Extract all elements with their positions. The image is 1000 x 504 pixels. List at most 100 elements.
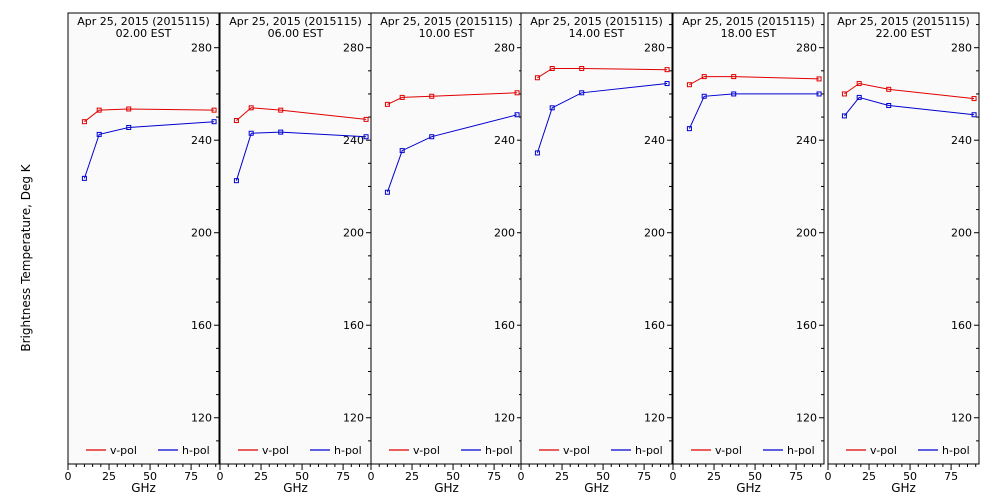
data-point-v-pol xyxy=(248,105,254,111)
legend-label-v-pol: v-pol xyxy=(870,444,897,457)
chart-panel-4: Apr 25, 2015 (2015115)14.00 EST 120 160 200… xyxy=(518,12,673,495)
y-tick-label: 120 xyxy=(494,412,515,425)
chart-panel-3: Apr 25, 2015 (2015115)10.00 EST 120 160 200… xyxy=(368,12,523,495)
x-tick-label: 50 xyxy=(446,470,460,483)
legend-label-v-pol: v-pol xyxy=(262,444,289,457)
legend-label-v-pol: v-pol xyxy=(563,444,590,457)
y-tick-label: 280 xyxy=(343,42,364,55)
legend-label-v-pol: v-pol xyxy=(110,444,137,457)
x-tick-label: 50 xyxy=(903,470,917,483)
y-tick-label: 160 xyxy=(796,319,817,332)
data-point-h-pol xyxy=(278,129,284,135)
data-point-h-pol xyxy=(534,150,540,156)
panel-subtitle: 18.00 EST xyxy=(721,27,777,40)
panel-title: Apr 25, 2015 (2015115) xyxy=(380,15,513,28)
series-line-v-pol xyxy=(689,76,820,86)
legend-label-h-pol: h-pol xyxy=(787,444,815,457)
data-point-h-pol xyxy=(686,126,692,132)
data-point-v-pol xyxy=(429,93,435,99)
x-tick-label: 50 xyxy=(748,470,762,483)
data-point-h-pol xyxy=(363,134,369,140)
data-point-h-pol xyxy=(429,134,435,140)
data-point-v-pol xyxy=(579,66,585,72)
data-point-h-pol xyxy=(549,105,555,111)
y-tick-label: 280 xyxy=(191,42,212,55)
y-tick-label: 280 xyxy=(644,42,665,55)
data-point-v-pol xyxy=(731,74,737,80)
chart-panel-5: Apr 25, 2015 (2015115)18.00 EST 120 160 200… xyxy=(670,12,825,495)
panel-title: Apr 25, 2015 (2015115) xyxy=(530,15,663,28)
x-tick-label: 0 xyxy=(670,470,677,483)
series-line-v-pol xyxy=(537,68,668,79)
x-tick-label: 50 xyxy=(295,470,309,483)
data-point-h-pol xyxy=(886,103,892,109)
x-axis-label: GHz xyxy=(736,481,761,495)
data-point-h-pol xyxy=(971,112,977,118)
panel-subtitle: 02.00 EST xyxy=(116,27,172,40)
x-axis-label: GHz xyxy=(434,481,459,495)
y-tick-label: 160 xyxy=(343,319,364,332)
x-tick-label: 0 xyxy=(217,470,224,483)
data-point-h-pol xyxy=(233,178,239,184)
x-tick-label: 75 xyxy=(637,470,651,483)
series-line-h-pol xyxy=(536,83,668,154)
data-point-h-pol xyxy=(731,91,737,97)
panel-subtitle: 22.00 EST xyxy=(876,27,932,40)
data-point-v-pol xyxy=(278,107,284,113)
y-tick-label: 120 xyxy=(951,412,972,425)
x-tick-label: 0 xyxy=(518,470,525,483)
legend-label-v-pol: v-pol xyxy=(413,444,440,457)
y-tick-label: 240 xyxy=(191,134,212,147)
y-tick-label: 120 xyxy=(796,412,817,425)
x-tick-label: 75 xyxy=(487,470,501,483)
y-tick-label: 160 xyxy=(951,319,972,332)
x-tick-label: 25 xyxy=(254,470,268,483)
data-point-h-pol xyxy=(399,148,405,154)
data-point-v-pol xyxy=(363,116,369,122)
data-point-v-pol xyxy=(816,76,822,82)
legend-label-h-pol: h-pol xyxy=(635,444,663,457)
x-tick-label: 50 xyxy=(143,470,157,483)
legend-label-h-pol: h-pol xyxy=(334,444,362,457)
data-point-h-pol xyxy=(816,91,822,97)
plot-frame xyxy=(672,12,825,465)
data-point-h-pol xyxy=(514,112,520,118)
series-line-v-pol xyxy=(387,92,518,105)
y-tick-label: 240 xyxy=(343,134,364,147)
y-tick-label: 280 xyxy=(796,42,817,55)
data-point-v-pol xyxy=(841,91,847,97)
legend-label-h-pol: h-pol xyxy=(182,444,210,457)
x-tick-label: 50 xyxy=(596,470,610,483)
data-point-v-pol xyxy=(886,86,892,92)
y-tick-label: 280 xyxy=(951,42,972,55)
x-tick-label: 25 xyxy=(707,470,721,483)
chart-panel-6: Apr 25, 2015 (2015115)22.00 EST 120 160 200… xyxy=(825,12,980,495)
y-tick-label: 280 xyxy=(494,42,515,55)
data-point-h-pol xyxy=(664,81,670,87)
legend-label-v-pol: v-pol xyxy=(715,444,742,457)
y-tick-label: 120 xyxy=(644,412,665,425)
series-line-v-pol xyxy=(844,82,975,100)
y-tick-label: 240 xyxy=(494,134,515,147)
data-point-v-pol xyxy=(96,107,102,113)
series-line-h-pol xyxy=(235,131,367,181)
y-tick-label: 200 xyxy=(343,227,364,240)
series-line-h-pol xyxy=(844,96,975,117)
y-tick-label: 200 xyxy=(191,227,212,240)
data-point-v-pol xyxy=(534,75,540,81)
x-tick-label: 75 xyxy=(336,470,350,483)
y-tick-label: 200 xyxy=(796,227,817,240)
legend-label-h-pol: h-pol xyxy=(942,444,970,457)
data-point-v-pol xyxy=(664,67,670,73)
data-point-h-pol xyxy=(856,94,862,100)
x-axis-label: GHz xyxy=(131,481,156,495)
data-point-v-pol xyxy=(549,66,555,72)
data-point-h-pol xyxy=(701,93,707,99)
y-tick-label: 160 xyxy=(494,319,515,332)
panel-subtitle: 10.00 EST xyxy=(419,27,475,40)
x-axis-label: GHz xyxy=(891,481,916,495)
x-tick-label: 0 xyxy=(368,470,375,483)
data-point-h-pol xyxy=(248,130,254,136)
x-tick-label: 25 xyxy=(102,470,116,483)
